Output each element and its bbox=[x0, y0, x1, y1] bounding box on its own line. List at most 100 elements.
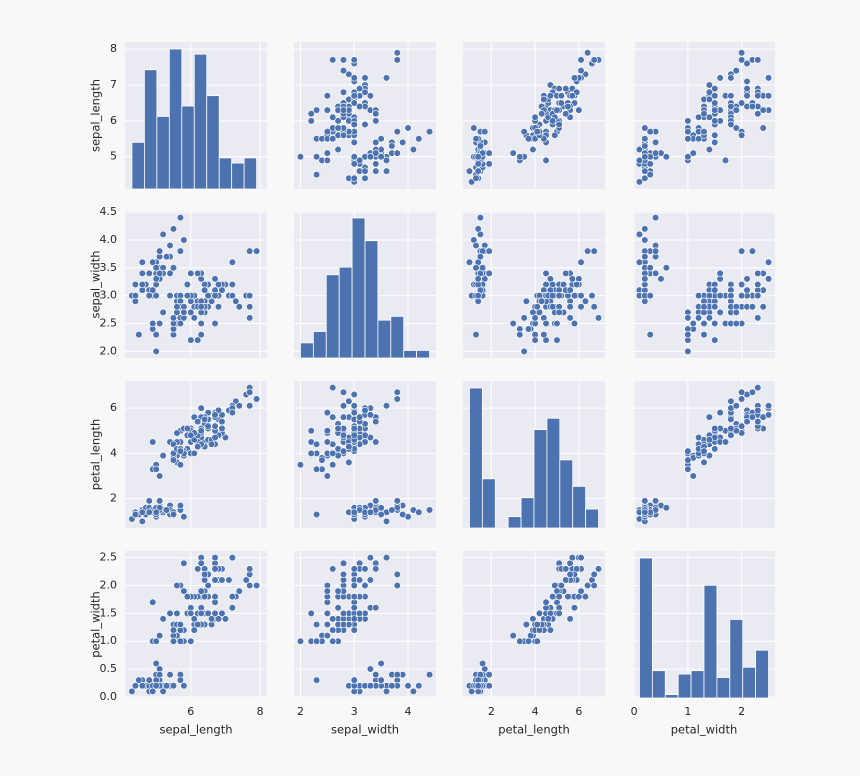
y-axis-label: sepal_width bbox=[89, 250, 103, 318]
scatter-point bbox=[187, 269, 195, 277]
scatter-point bbox=[478, 264, 487, 272]
histogram-bar bbox=[168, 48, 183, 190]
scatter-point bbox=[754, 384, 762, 392]
histogram-bar bbox=[533, 429, 548, 529]
scatter-point bbox=[176, 620, 185, 629]
scatter-point bbox=[339, 431, 348, 439]
scatter-point bbox=[727, 92, 735, 100]
scatter-point bbox=[581, 593, 590, 601]
scatter-point bbox=[516, 331, 524, 339]
scatter-point bbox=[684, 447, 692, 455]
scatter-point bbox=[169, 682, 178, 690]
scatter-point bbox=[474, 225, 482, 233]
scatter-point bbox=[705, 81, 713, 89]
histogram-bar bbox=[729, 619, 744, 699]
scatter-point bbox=[307, 110, 315, 118]
scatter-point bbox=[339, 620, 348, 629]
panel bbox=[294, 42, 436, 189]
scatter-point bbox=[743, 275, 751, 283]
scatter-point bbox=[577, 67, 585, 75]
panel bbox=[633, 381, 775, 528]
scatter-point bbox=[465, 167, 474, 175]
scatter-point bbox=[641, 497, 649, 505]
scatter-point bbox=[738, 388, 746, 396]
scatter-point bbox=[211, 275, 219, 283]
y-tick-label: 2.0 bbox=[100, 344, 118, 357]
scatter-point bbox=[329, 56, 337, 64]
scatter-point bbox=[194, 442, 202, 451]
scatter-point bbox=[197, 427, 205, 435]
scatter-point bbox=[194, 336, 202, 344]
scatter-point bbox=[339, 131, 348, 139]
scatter-point bbox=[764, 411, 773, 419]
scatter-point bbox=[180, 236, 188, 244]
scatter-point bbox=[689, 149, 697, 157]
scatter-point bbox=[481, 128, 489, 136]
scatter-point bbox=[242, 576, 250, 584]
scatter-point bbox=[246, 402, 254, 410]
scatter-point bbox=[350, 74, 358, 82]
scatter-point bbox=[743, 85, 751, 93]
scatter-point bbox=[393, 56, 401, 64]
y-axis-label: sepal_length bbox=[89, 79, 103, 152]
scatter-point bbox=[564, 102, 572, 111]
scatter-point bbox=[166, 241, 174, 250]
scatter-point bbox=[377, 153, 385, 161]
x-tick-label: 6 bbox=[187, 705, 194, 718]
scatter-point bbox=[366, 554, 374, 562]
scatter-point bbox=[472, 264, 480, 272]
scatter-point bbox=[339, 106, 348, 114]
scatter-point bbox=[555, 593, 563, 601]
y-tick-label: 1.0 bbox=[100, 634, 118, 647]
scatter-point bbox=[695, 292, 703, 300]
histogram-bar bbox=[206, 95, 220, 190]
scatter-point bbox=[562, 110, 570, 118]
scatter-point bbox=[197, 609, 205, 617]
scatter-point bbox=[377, 676, 385, 684]
scatter-point bbox=[372, 565, 380, 573]
scatter-point bbox=[566, 615, 574, 623]
scatter-point bbox=[684, 347, 692, 355]
scatter-point bbox=[211, 576, 219, 584]
scatter-point bbox=[695, 135, 703, 143]
scatter-point bbox=[474, 167, 482, 175]
scatter-point bbox=[573, 280, 581, 289]
histogram-bar bbox=[403, 350, 418, 359]
scatter-point bbox=[657, 275, 665, 283]
scatter-point bbox=[204, 422, 212, 430]
scatter-point bbox=[570, 604, 579, 612]
scatter-point bbox=[540, 331, 548, 339]
histogram-bar bbox=[218, 157, 233, 190]
scatter-point bbox=[312, 676, 321, 684]
scatter-point bbox=[350, 408, 358, 417]
scatter-point bbox=[138, 258, 146, 266]
scatter-point bbox=[228, 292, 236, 300]
scatter-point bbox=[577, 258, 585, 266]
scatter-point bbox=[738, 395, 746, 403]
panel bbox=[294, 381, 436, 528]
scatter-point bbox=[716, 408, 724, 417]
x-tick-label: 4 bbox=[532, 705, 539, 718]
scatter-point bbox=[409, 145, 418, 154]
scatter-point bbox=[350, 402, 358, 410]
scatter-point bbox=[415, 682, 423, 690]
scatter-point bbox=[393, 497, 401, 505]
scatter-point bbox=[476, 142, 484, 150]
scatter-point bbox=[754, 406, 762, 414]
scatter-point bbox=[533, 637, 541, 645]
scatter-point bbox=[190, 449, 198, 457]
scatter-point bbox=[711, 117, 719, 125]
scatter-point bbox=[564, 593, 572, 601]
scatter-point bbox=[329, 565, 337, 573]
scatter-point bbox=[218, 424, 226, 433]
scatter-point bbox=[388, 506, 396, 514]
y-tick-label: 0.0 bbox=[100, 690, 118, 703]
x-tick-label: 4 bbox=[405, 705, 412, 718]
scatter-point bbox=[705, 88, 713, 96]
scatter-point bbox=[366, 682, 374, 690]
scatter-point bbox=[169, 225, 178, 233]
y-tick-label: 6 bbox=[110, 114, 117, 127]
scatter-point bbox=[169, 637, 178, 645]
scatter-point bbox=[350, 390, 358, 399]
scatter-point bbox=[361, 167, 369, 175]
